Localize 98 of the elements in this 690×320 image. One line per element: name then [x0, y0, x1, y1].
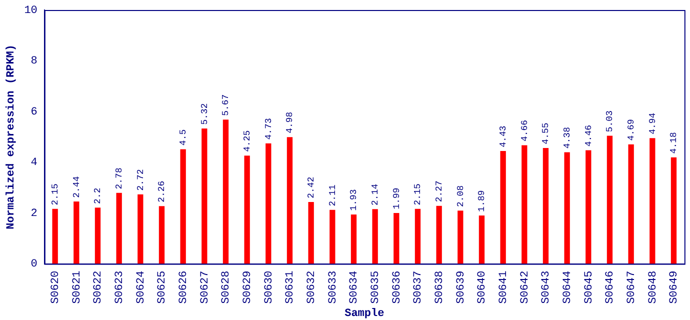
bar [670, 157, 677, 264]
bar [52, 208, 58, 264]
x-tick-label: S0647 [626, 270, 638, 304]
bar [394, 212, 400, 264]
data-label: 2.14 [370, 184, 380, 206]
x-tick-label: S0623 [114, 270, 126, 304]
data-label: 4.25 [242, 130, 252, 152]
x-tick-label: S0621 [71, 270, 84, 304]
bar [414, 208, 421, 264]
data-label: 4.55 [541, 122, 552, 144]
x-tick-label: S0645 [583, 270, 596, 304]
data-label: 2.08 [456, 185, 466, 208]
x-tick-label: S0625 [156, 270, 169, 304]
x-axis-title: Sample [344, 308, 385, 320]
x-tick-label: S0644 [562, 270, 574, 304]
x-tick-label: S0648 [647, 270, 660, 304]
bar [266, 143, 272, 264]
data-label: 2.26 [157, 180, 168, 202]
y-tick-label: 2 [30, 208, 38, 220]
x-tick-label: S0638 [434, 270, 446, 304]
bar [650, 138, 656, 264]
data-label: 4.94 [648, 112, 658, 134]
data-label: 4.73 [264, 118, 274, 140]
bar [286, 137, 293, 264]
bar [158, 206, 165, 264]
x-tick-label: S0637 [412, 270, 425, 304]
x-tick-label: S0631 [284, 270, 297, 304]
bar [202, 128, 208, 264]
bar [542, 148, 549, 264]
data-label: 4.5 [178, 129, 188, 146]
x-tick-label: S0627 [199, 270, 212, 304]
data-label: 5.67 [221, 94, 232, 116]
data-label: 4.18 [669, 132, 680, 154]
x-tick-label: S0632 [306, 270, 318, 304]
x-tick-label: S0622 [92, 270, 105, 304]
bar [116, 192, 122, 264]
x-tick-label: S0633 [327, 270, 340, 304]
x-tick-label: S0630 [263, 270, 276, 304]
bar [372, 209, 378, 264]
data-label: 1.93 [349, 189, 360, 211]
bar [350, 214, 357, 264]
bar [586, 150, 592, 264]
bar [244, 156, 250, 264]
data-label: 2.42 [306, 176, 316, 198]
bar [138, 194, 144, 264]
bar [628, 144, 634, 264]
x-tick-label: S0649 [668, 270, 681, 304]
bar [522, 145, 528, 264]
x-tick-label: S0620 [50, 270, 62, 304]
data-label: 4.46 [584, 124, 594, 147]
data-label: 2.72 [136, 169, 146, 191]
data-label: 4.69 [626, 119, 636, 141]
x-tick-label: S0643 [540, 270, 553, 304]
data-label: 1.99 [392, 188, 402, 210]
x-tick-label: S0641 [498, 270, 510, 304]
bar [330, 210, 336, 264]
data-label: 4.43 [498, 126, 508, 148]
y-tick-label: 8 [30, 56, 38, 68]
x-tick-label: S0642 [519, 270, 532, 304]
y-tick-label: 4 [30, 157, 38, 170]
bar [500, 151, 506, 264]
data-label: 4.66 [520, 120, 530, 142]
x-tick-label: S0629 [242, 270, 254, 304]
x-tick-label: S0636 [391, 270, 404, 304]
bar [478, 216, 485, 264]
bar [458, 210, 464, 264]
y-axis-title: Normalized expression (RPKM) [5, 44, 18, 230]
data-label: 4.38 [562, 127, 572, 149]
bar [308, 202, 314, 264]
x-tick-label: S0639 [455, 270, 468, 304]
data-label: 1.89 [477, 190, 488, 212]
y-tick-label: 0 [30, 258, 38, 271]
x-tick-label: S0646 [604, 270, 617, 304]
x-tick-label: S0634 [348, 270, 361, 304]
x-tick-label: S0640 [476, 270, 489, 304]
data-label: 2.78 [114, 168, 124, 190]
x-tick-label: S0626 [178, 270, 190, 304]
data-label: 2.27 [434, 180, 444, 202]
bar [180, 149, 186, 264]
data-label: 2.11 [328, 184, 338, 206]
data-label: 4.98 [285, 112, 296, 134]
bar [94, 208, 101, 264]
bar [564, 152, 570, 264]
data-label: 2.2 [93, 188, 104, 204]
y-tick-label: 10 [24, 4, 38, 17]
x-tick-label: S0628 [220, 270, 233, 304]
bar [606, 136, 613, 264]
data-label: 2.15 [50, 184, 60, 206]
x-tick-label: S0624 [135, 270, 148, 304]
x-tick-label: S0635 [370, 270, 382, 304]
y-tick-label: 6 [30, 106, 38, 118]
bar [436, 206, 442, 264]
data-label: 2.15 [413, 184, 424, 206]
bar [74, 202, 80, 264]
bar [222, 120, 229, 264]
data-label: 2.44 [72, 176, 82, 198]
data-label: 5.32 [200, 103, 210, 125]
data-label: 5.03 [605, 110, 616, 132]
